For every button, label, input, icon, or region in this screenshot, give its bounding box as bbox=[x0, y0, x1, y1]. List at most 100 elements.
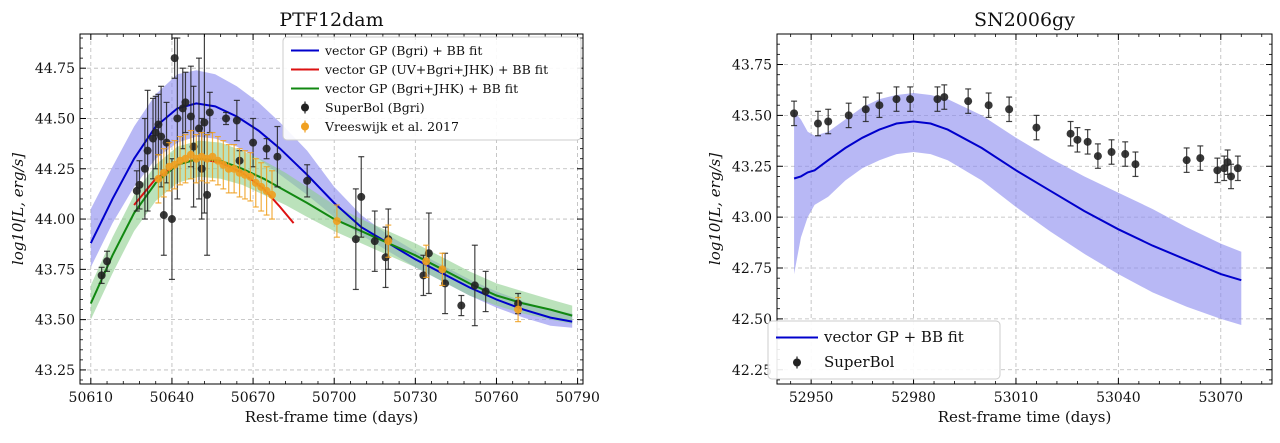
left-series-3-point-32 bbox=[357, 192, 366, 201]
chart-sn2006gy: 52950 52980 53010 53040 53070 42.25 42.50 42.75… bbox=[640, 0, 1280, 443]
right-legend-label-0: vector GP + BB fit bbox=[823, 328, 964, 346]
left-xtick-label-0: 50610 bbox=[69, 390, 114, 406]
right-frame bbox=[776, 33, 1273, 385]
chart-ptf12dam: 50610 50640 50670 50700 50730 50760 50790 43.25… bbox=[9, 9, 600, 426]
left-ytick-label-6: 44.75 bbox=[35, 61, 75, 77]
right-xtick-label-4: 53070 bbox=[1199, 390, 1244, 406]
left-plot-area bbox=[89, 34, 573, 328]
right-xtick-label-0: 52950 bbox=[789, 390, 834, 406]
left-legend-label-3: SuperBol (Bgri) bbox=[325, 100, 425, 115]
left-series-3-point-31 bbox=[351, 235, 360, 244]
left-series-4-point-17 bbox=[246, 172, 255, 181]
left-series-3-point-19 bbox=[194, 124, 203, 133]
left-legend-box bbox=[282, 36, 582, 141]
right-legend: vector GP + BB fit SuperBol bbox=[767, 320, 1001, 380]
left-series-3-point-25 bbox=[232, 116, 241, 125]
right-series-1-point-22 bbox=[1196, 154, 1205, 163]
right-legend-marker-1 bbox=[793, 358, 801, 367]
right-ytick-label-3: 43.00 bbox=[732, 210, 772, 226]
left-ytick-label-4: 44.25 bbox=[35, 162, 75, 178]
left-series-4-point-25 bbox=[438, 265, 447, 274]
left-series-3-point-18 bbox=[189, 142, 198, 151]
right-series-1-point-21 bbox=[1182, 156, 1191, 165]
right-series-1-point-3 bbox=[844, 111, 853, 120]
left-series-3-point-1 bbox=[103, 257, 112, 266]
right-series-1-point-25 bbox=[1223, 158, 1232, 167]
left-legend-label-2: vector GP (Bgri+JHK) + BB fit bbox=[324, 81, 518, 96]
right-series-0-band bbox=[794, 93, 1242, 325]
left-series-3-point-37 bbox=[424, 249, 433, 258]
right-ytick-label-2: 42.75 bbox=[732, 261, 772, 277]
left-series-3-point-8 bbox=[154, 120, 163, 129]
left-series-3-point-33 bbox=[370, 237, 379, 246]
right-series-1-point-15 bbox=[1073, 135, 1082, 144]
left-xtick-label-1: 50640 bbox=[150, 390, 195, 406]
right-ytick-label-4: 43.25 bbox=[732, 159, 772, 175]
left-ytick-label-5: 44.50 bbox=[35, 111, 75, 127]
left-ylabel: log10[L, erg/s] bbox=[9, 153, 27, 265]
left-series-3-point-29 bbox=[273, 152, 282, 161]
left-xtick-label-5: 50760 bbox=[474, 390, 519, 406]
left-series-3-point-13 bbox=[170, 54, 179, 63]
left-series-4-point-22 bbox=[332, 217, 341, 226]
right-xtick-label-2: 53010 bbox=[994, 390, 1039, 406]
left-series-3-point-6 bbox=[149, 134, 158, 143]
left-series-3-point-12 bbox=[167, 215, 176, 224]
right-series-1-point-10 bbox=[964, 97, 973, 106]
left-series-4-point-26 bbox=[514, 305, 523, 314]
right-series-1-point-5 bbox=[875, 101, 884, 110]
right-legend-box bbox=[767, 320, 1001, 380]
left-series-4-point-0 bbox=[154, 174, 163, 183]
right-series-1-point-16 bbox=[1083, 137, 1092, 146]
right-ytick-label-0: 42.25 bbox=[732, 363, 772, 379]
right-xtick-label-3: 53040 bbox=[1096, 390, 1141, 406]
left-xtick-label-4: 50730 bbox=[393, 390, 438, 406]
left-series-3-point-16 bbox=[181, 98, 190, 107]
right-series-1-point-6 bbox=[892, 95, 901, 104]
left-ytick-label-2: 43.75 bbox=[35, 262, 75, 278]
right-series-1-point-8 bbox=[933, 95, 942, 104]
right-ytick-label-5: 43.50 bbox=[732, 108, 772, 124]
left-xtick-label-3: 50700 bbox=[312, 390, 357, 406]
left-series-3-point-3 bbox=[135, 180, 144, 189]
left-series-3-point-30 bbox=[303, 176, 312, 185]
left-xtick-label-6: 50790 bbox=[555, 390, 600, 406]
left-series-3-point-28 bbox=[262, 144, 271, 153]
chart-sn2006gy-svg: 52950 52980 53010 53040 53070 42.25 42.50 42.75… bbox=[706, 9, 1273, 426]
right-series-1-point-27 bbox=[1233, 164, 1242, 173]
right-series-1-point-19 bbox=[1121, 150, 1130, 159]
left-series-3-point-4 bbox=[140, 164, 149, 173]
left-series-3-point-41 bbox=[481, 287, 490, 296]
left-series-3-point-27 bbox=[249, 138, 258, 147]
left-ytick-label-1: 43.50 bbox=[35, 313, 75, 329]
left-series-3-point-9 bbox=[157, 132, 166, 141]
right-series-0-line bbox=[793, 120, 1242, 282]
right-series-1-point-9 bbox=[940, 93, 949, 102]
right-series-1-point-4 bbox=[861, 105, 870, 114]
right-series-1-point-0 bbox=[790, 109, 799, 118]
left-xtick-label-2: 50670 bbox=[231, 390, 276, 406]
left-legend-label-0: vector GP (Bgri) + BB fit bbox=[324, 43, 482, 58]
left-series-4-point-21 bbox=[268, 190, 277, 199]
left-series-3-point-15 bbox=[178, 104, 187, 113]
left-series-3-point-24 bbox=[222, 114, 231, 123]
right-series-1-point-23 bbox=[1213, 166, 1222, 175]
right-series-1-point-13 bbox=[1032, 123, 1041, 132]
right-ytick-label-1: 42.50 bbox=[732, 312, 772, 328]
left-legend-marker-4 bbox=[301, 122, 309, 131]
right-series-1-point-7 bbox=[906, 95, 915, 104]
right-series-1-point-2 bbox=[824, 117, 833, 126]
right-ylabel: log10[L, erg/s] bbox=[706, 153, 724, 265]
left-legend-marker-3 bbox=[301, 103, 309, 112]
left-title: PTF12dam bbox=[279, 9, 383, 31]
right-series-1-point-26 bbox=[1227, 172, 1236, 181]
right-xtick-label-1: 52980 bbox=[891, 390, 936, 406]
right-series-1-point-18 bbox=[1107, 148, 1116, 157]
right-series-1-point-1 bbox=[813, 119, 822, 128]
left-series-3-point-2 bbox=[132, 186, 141, 195]
left-series-4-point-24 bbox=[422, 257, 431, 266]
right-series-1-point-12 bbox=[1005, 105, 1014, 114]
right-series-1-point-24 bbox=[1220, 164, 1229, 173]
left-series-4-point-23 bbox=[384, 237, 393, 246]
left-legend-label-1: vector GP (UV+Bgri+JHK) + BB fit bbox=[324, 62, 548, 77]
